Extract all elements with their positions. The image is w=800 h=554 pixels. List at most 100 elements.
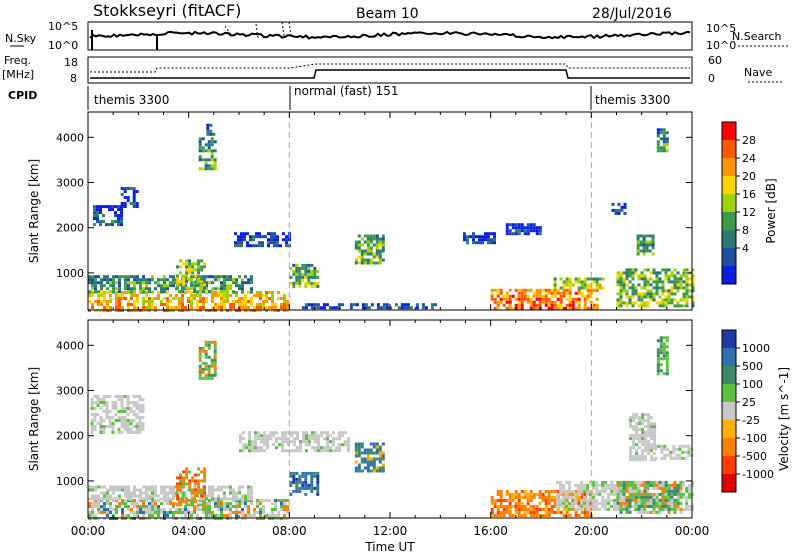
echo-cell [622, 498, 626, 502]
echo-cell [646, 304, 650, 308]
echo-cell [99, 205, 102, 209]
echo-cell [135, 407, 139, 410]
echo-cell [274, 508, 277, 511]
echo-cell [369, 442, 373, 446]
echo-cell [179, 473, 183, 477]
echo-cell [583, 300, 587, 304]
echo-cell [283, 300, 286, 303]
echo-cell [595, 486, 599, 490]
echo-cell [660, 447, 664, 451]
echo-cell [394, 303, 398, 307]
echo-cell [133, 294, 136, 297]
echo-cell [211, 294, 214, 297]
echo-cell [191, 265, 195, 269]
echo-cell [520, 303, 524, 307]
echo-cell [547, 493, 551, 496]
echo-cell [204, 143, 208, 147]
echo-cell [203, 265, 207, 269]
echo-cell [565, 495, 569, 499]
echo-cell [203, 491, 207, 495]
echo-cell [232, 306, 235, 309]
echo-cell [214, 514, 217, 517]
echo-cell [656, 348, 660, 352]
nave-tick-top: 60 [708, 54, 722, 67]
echo-cell [157, 284, 160, 288]
x-tick-label: 08:00 [272, 524, 307, 538]
echo-cell [108, 416, 112, 419]
echo-cell [287, 431, 290, 435]
echo-cell [577, 297, 581, 301]
echo-cell [208, 514, 211, 517]
echo-cell [647, 422, 651, 426]
echo-cell [240, 238, 243, 242]
echo-cell [472, 241, 475, 245]
echo-cell [99, 208, 102, 212]
echo-cell [176, 280, 180, 284]
echo-cell [341, 443, 344, 447]
echo-cell [317, 434, 320, 438]
echo-cell [223, 284, 226, 288]
echo-cell [108, 208, 111, 212]
echo-cell [301, 272, 305, 276]
echo-cell [169, 275, 172, 279]
echo-cell [586, 511, 590, 514]
echo-cell [637, 277, 641, 281]
echo-cell [111, 431, 115, 434]
echo-cell [262, 306, 265, 309]
echo-cell [248, 434, 251, 438]
echo-cell [203, 277, 207, 281]
echo-cell [629, 416, 633, 420]
echo-cell [655, 495, 659, 499]
echo-cell [97, 275, 100, 279]
echo-cell [166, 297, 169, 300]
echo-cell [243, 232, 246, 236]
echo-cell [517, 303, 521, 307]
echo-cell [676, 283, 680, 287]
echo-cell [182, 274, 186, 278]
echo-cell [658, 483, 662, 487]
echo-cell [341, 434, 344, 438]
echo-cell [115, 303, 118, 306]
echo-cell [661, 280, 665, 284]
echo-cell [352, 303, 356, 307]
echo-cell [301, 266, 305, 270]
echo-cell [295, 275, 299, 279]
echo-cell [286, 505, 289, 508]
echo-cell [562, 483, 566, 487]
echo-cell [118, 284, 121, 288]
echo-cell [276, 244, 279, 248]
echo-cell [100, 287, 103, 291]
echo-cell [263, 434, 266, 438]
echo-cell [100, 281, 103, 285]
echo-cell [643, 286, 647, 290]
echo-cell [364, 306, 368, 310]
echo-cell [658, 301, 662, 305]
echo-cell [688, 483, 692, 487]
echo-cell [667, 483, 671, 487]
echo-cell [646, 492, 650, 496]
echo-cell [305, 431, 308, 435]
echo-cell [508, 288, 512, 292]
echo-cell [421, 303, 425, 307]
echo-cell [589, 288, 593, 292]
echo-cell [526, 223, 530, 227]
echo-cell [169, 294, 172, 297]
echo-cell [637, 283, 641, 287]
echo-cell [529, 306, 533, 310]
echo-cell [176, 283, 180, 287]
echo-cell [163, 497, 166, 501]
echo-cell [208, 290, 211, 294]
echo-cell [220, 294, 223, 297]
echo-cell [238, 511, 241, 514]
echo-cell [354, 246, 358, 250]
echo-cell [634, 483, 638, 487]
echo-cell [670, 498, 674, 502]
echo-cell [529, 300, 533, 304]
echo-cell [646, 504, 650, 508]
echo-cell [93, 413, 97, 416]
echo-cell [658, 504, 662, 508]
echo-cell [650, 428, 654, 432]
echo-cell [628, 501, 632, 505]
echo-cell [493, 514, 497, 517]
